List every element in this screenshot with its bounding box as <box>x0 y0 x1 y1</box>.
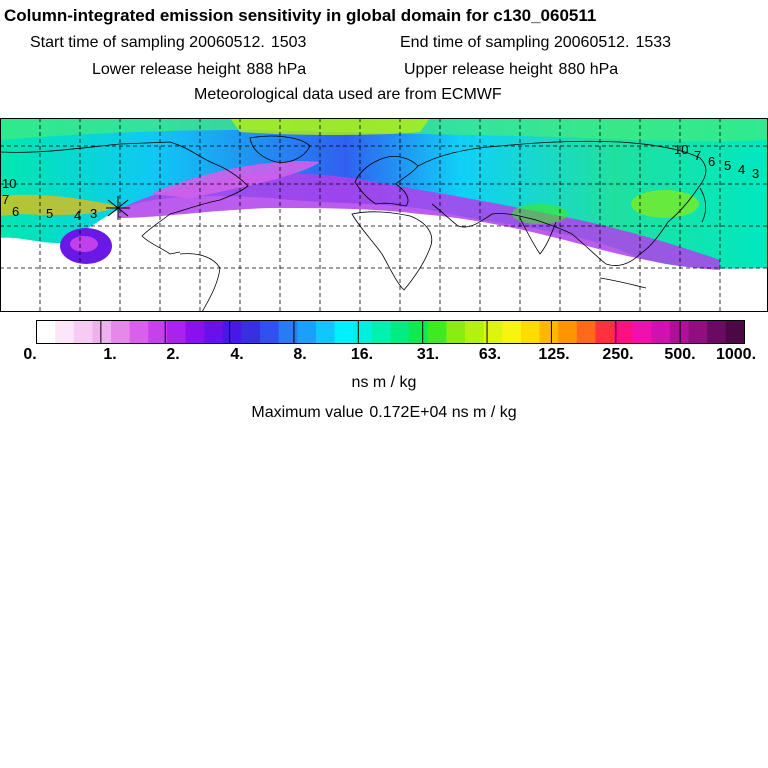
contour-label: 4 <box>738 162 745 177</box>
color-swatch <box>520 320 540 344</box>
coastline-india <box>519 217 557 255</box>
colorbar-tick-label: 125. <box>538 346 570 363</box>
maximum-value-label: Maximum value <box>251 404 364 421</box>
color-swatch <box>614 320 634 344</box>
colorbar-tick-label: 500. <box>664 346 696 363</box>
color-swatch <box>632 320 652 344</box>
start-time-line: Start time of sampling 20060512. 1503 <box>30 34 306 52</box>
contour-label: 10 <box>2 176 16 191</box>
color-swatch <box>148 320 168 344</box>
color-swatch <box>241 320 261 344</box>
color-swatch <box>465 320 485 344</box>
maximum-value-line: Maximum value 0.172E+04 ns m / kg <box>0 404 768 422</box>
color-swatch <box>688 320 708 344</box>
contour-label: 3 <box>90 206 97 221</box>
color-swatch <box>427 320 447 344</box>
color-swatch <box>111 320 131 344</box>
sensitivity-field-magenta-core <box>150 161 320 198</box>
colorbar-tick-label: 1. <box>103 346 117 363</box>
maximum-value: 0.172E+04 ns m / kg <box>369 404 517 421</box>
colorbar-tick-label: 31. <box>416 346 440 363</box>
sensitivity-field-purple-band <box>118 173 720 270</box>
colorbar-tick-label: 63. <box>478 346 502 363</box>
colorbar-tick-label: 1000. <box>715 346 757 363</box>
color-swatch <box>73 320 93 344</box>
color-swatch <box>707 320 727 344</box>
color-swatch <box>576 320 596 344</box>
lower-release-value: 888 hPa <box>246 61 307 78</box>
contour-label: 5 <box>724 158 731 173</box>
coastline-asia <box>417 140 707 266</box>
color-swatch <box>334 320 354 344</box>
color-scale-frame <box>36 320 745 344</box>
contour-label: 5 <box>46 206 53 221</box>
color-swatch <box>36 320 56 344</box>
receptor-marker-icon <box>106 196 130 220</box>
end-time-value: 1533 <box>635 34 672 51</box>
lower-release-label: Lower release height <box>92 61 241 78</box>
color-swatch <box>669 320 689 344</box>
color-swatch <box>371 320 391 344</box>
met-data-line: Meteorological data used are from ECMWF <box>194 86 502 103</box>
coastline-greenland <box>249 135 311 163</box>
colorbar-unit-label: ns m / kg <box>351 374 417 391</box>
color-swatch <box>390 320 410 344</box>
contour-label: 7 <box>694 148 701 163</box>
source-plume <box>0 194 118 216</box>
contour-label: 3 <box>752 166 759 181</box>
color-swatch <box>166 320 186 344</box>
color-swatch <box>725 320 745 344</box>
color-swatch <box>315 320 335 344</box>
contour-label: 6 <box>708 154 715 169</box>
emission-sensitivity-map: 10 7 6 5 4 3 10 7 6 5 4 3 <box>0 118 768 312</box>
colorbar-tick-label: 0. <box>23 346 37 363</box>
color-swatch <box>595 320 615 344</box>
end-time-label: End time of sampling 20060512. <box>400 34 630 51</box>
color-swatch <box>92 320 112 344</box>
colorbar-tick-label: 250. <box>602 346 634 363</box>
color-swatch <box>129 320 149 344</box>
colorbar-tick-label: 2. <box>166 346 180 363</box>
page-title: Column-integrated emission sensitivity i… <box>4 6 597 25</box>
lat-lon-grid <box>0 118 768 312</box>
color-swatch <box>558 320 578 344</box>
color-swatch <box>502 320 522 344</box>
color-swatch <box>222 320 242 344</box>
contour-label: 6 <box>12 204 19 219</box>
end-time-line: End time of sampling 20060512. 1533 <box>400 34 671 52</box>
start-time-label: Start time of sampling 20060512. <box>30 34 265 51</box>
color-swatch <box>409 320 429 344</box>
asia-green-patch-2 <box>512 204 568 224</box>
color-swatch <box>539 320 559 344</box>
contour-label: 7 <box>2 192 9 207</box>
upper-release-label: Upper release height <box>404 61 553 78</box>
coastline-indonesia <box>599 277 647 289</box>
coastline-africa <box>351 211 433 291</box>
color-swatch <box>55 320 75 344</box>
color-scale-bar <box>36 320 745 344</box>
pacific-eddy-core <box>70 236 98 252</box>
sensitivity-field-arctic-yellow <box>230 118 430 135</box>
color-swatch <box>483 320 503 344</box>
contour-label: 4 <box>74 208 81 223</box>
color-swatch <box>185 320 205 344</box>
lower-release-line: Lower release height 888 hPa <box>92 61 306 79</box>
contour-label: 10 <box>674 142 688 157</box>
color-swatch <box>297 320 317 344</box>
asia-green-patch <box>631 190 699 218</box>
color-swatch <box>353 320 373 344</box>
colorbar-tick-label: 8. <box>293 346 307 363</box>
color-swatch <box>446 320 466 344</box>
colorbar-tick-label: 16. <box>350 346 374 363</box>
upper-release-value: 880 hPa <box>558 61 619 78</box>
colorbar-tick-label: 4. <box>230 346 244 363</box>
color-swatch <box>651 320 671 344</box>
color-swatch <box>260 320 280 344</box>
color-swatch <box>204 320 224 344</box>
color-swatch <box>278 320 298 344</box>
start-time-value: 1503 <box>270 34 307 51</box>
coastline-japan <box>699 187 706 223</box>
upper-release-line: Upper release height 880 hPa <box>404 61 618 79</box>
